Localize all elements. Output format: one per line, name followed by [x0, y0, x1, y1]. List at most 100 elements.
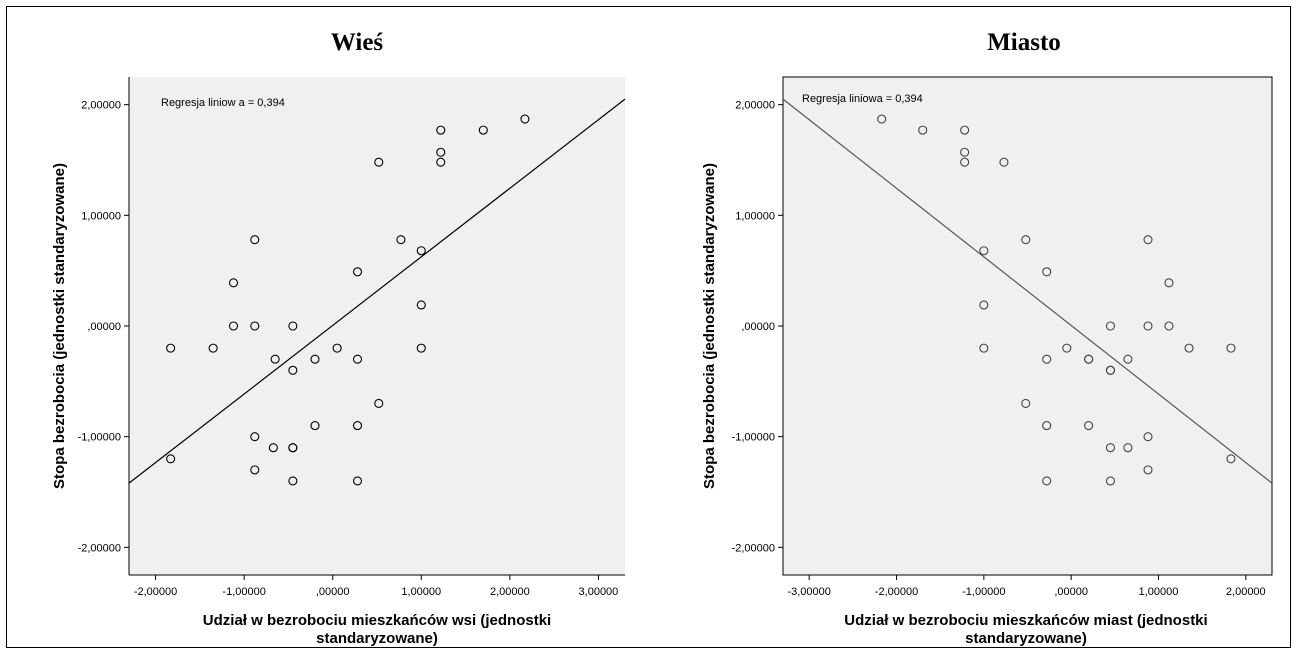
data-point	[918, 125, 928, 135]
data-point	[1226, 343, 1236, 353]
x-axis-label-line-1: Udział w bezrobociu mieszkańców wsi (jed…	[203, 612, 551, 629]
data-point	[268, 443, 278, 453]
data-point	[436, 147, 446, 157]
x-tick-label: 2,00000	[1226, 586, 1266, 598]
data-point	[1042, 421, 1052, 431]
x-tick-label: -2,00000	[875, 586, 918, 598]
x-tick-label: -3,00000	[787, 586, 830, 598]
chart-title: Miasto	[987, 29, 1061, 56]
x-tick-label: -1,00000	[222, 586, 265, 598]
x-tick-label: ,00000	[1054, 586, 1088, 598]
data-point	[1143, 235, 1153, 245]
data-point	[250, 321, 260, 331]
regression-line	[128, 98, 626, 484]
data-point	[352, 476, 363, 486]
y-tick-label: ,00000	[741, 321, 775, 333]
data-point	[436, 157, 446, 167]
data-point	[1021, 235, 1031, 245]
data-point	[960, 125, 970, 135]
data-point	[208, 343, 218, 353]
x-tick-label: ,00000	[316, 586, 350, 598]
chart-panel-miasto: Miasto Regresja liniowa = 0,394 Stopa be…	[701, 29, 1273, 647]
data-point	[979, 343, 989, 353]
data-point	[478, 125, 488, 135]
data-point	[960, 157, 970, 167]
data-point	[1143, 432, 1153, 442]
data-point	[270, 354, 280, 364]
x-axis-label-line-2: standaryzowane)	[316, 630, 438, 647]
data-point	[1042, 476, 1052, 486]
y-tick-label: ,00000	[87, 321, 121, 333]
data-point	[352, 421, 363, 431]
y-axis-label: Stopa bezrobocia (jednostki standaryzowa…	[51, 163, 68, 489]
data-point	[1042, 267, 1052, 277]
data-point	[416, 300, 426, 310]
y-tick-label: 1,00000	[735, 210, 775, 222]
data-point	[416, 343, 426, 353]
data-point	[1143, 321, 1153, 331]
data-point	[1164, 278, 1174, 288]
data-point	[288, 365, 298, 375]
regression-annotation: Regresja liniowa = 0,394	[802, 93, 923, 105]
data-point	[250, 432, 260, 442]
regression-line	[782, 98, 1273, 484]
data-point	[374, 157, 384, 167]
data-point	[166, 343, 176, 353]
chart-panel-wies: Wieś Regresja liniow a = 0,394 Stopa bez…	[51, 29, 626, 647]
y-tick-label: -1,00000	[732, 432, 775, 444]
x-axis-label-line-1: Udział w bezrobociu mieszkańców miast (j…	[844, 612, 1207, 629]
data-point	[1062, 343, 1072, 353]
data-point	[166, 454, 176, 464]
x-tick-label: 1,00000	[401, 586, 441, 598]
x-tick-label: -1,00000	[962, 586, 1005, 598]
data-point	[310, 354, 320, 364]
data-point	[352, 267, 363, 277]
data-point	[1105, 365, 1116, 375]
data-point	[288, 321, 298, 331]
data-point	[1164, 321, 1174, 331]
data-point	[1226, 454, 1236, 464]
data-point	[1184, 343, 1194, 353]
data-point	[416, 246, 426, 256]
y-tick-label: -2,00000	[78, 542, 121, 554]
y-tick-label: 1,00000	[81, 210, 121, 222]
x-tick-label: -2,00000	[134, 586, 177, 598]
data-point	[250, 235, 260, 245]
data-point	[436, 125, 446, 135]
data-point	[1123, 354, 1133, 364]
regression-annotation: Regresja liniow a = 0,394	[161, 97, 285, 109]
y-tick-label: -1,00000	[78, 432, 121, 444]
x-tick-label: 2,00000	[490, 586, 530, 598]
data-point	[396, 235, 406, 245]
data-point	[288, 476, 298, 486]
figure-frame	[6, 6, 1291, 648]
data-point	[1021, 398, 1031, 409]
data-point	[1143, 465, 1153, 475]
plot-area	[129, 77, 625, 575]
x-axis-label-line-2: standaryzowane)	[965, 630, 1087, 647]
y-tick-label: -2,00000	[732, 542, 775, 554]
data-point	[1084, 421, 1094, 431]
data-point	[374, 398, 384, 409]
data-point	[332, 343, 342, 353]
data-point	[979, 300, 989, 310]
data-point	[310, 421, 320, 431]
plot-area	[782, 76, 1273, 576]
data-point	[352, 354, 363, 364]
chart-marks: -2,00000 -1,00000 ,00000 1,00000 2,00000 -3,0…	[732, 77, 1273, 598]
data-point	[877, 114, 887, 124]
data-point	[979, 246, 989, 256]
data-point	[999, 157, 1009, 167]
data-point	[1105, 443, 1116, 453]
chart-title: Wieś	[331, 29, 384, 56]
data-point	[228, 321, 239, 331]
y-tick-label: 2,00000	[735, 100, 775, 112]
data-point	[1042, 354, 1052, 364]
y-axis-label: Stopa bezrobocia (jednostki standaryzowa…	[701, 163, 718, 489]
data-point	[1105, 476, 1116, 486]
data-point	[228, 278, 239, 288]
x-tick-label: 1,00000	[1139, 586, 1179, 598]
data-point	[960, 147, 970, 157]
y-tick-label: 2,00000	[81, 100, 121, 112]
